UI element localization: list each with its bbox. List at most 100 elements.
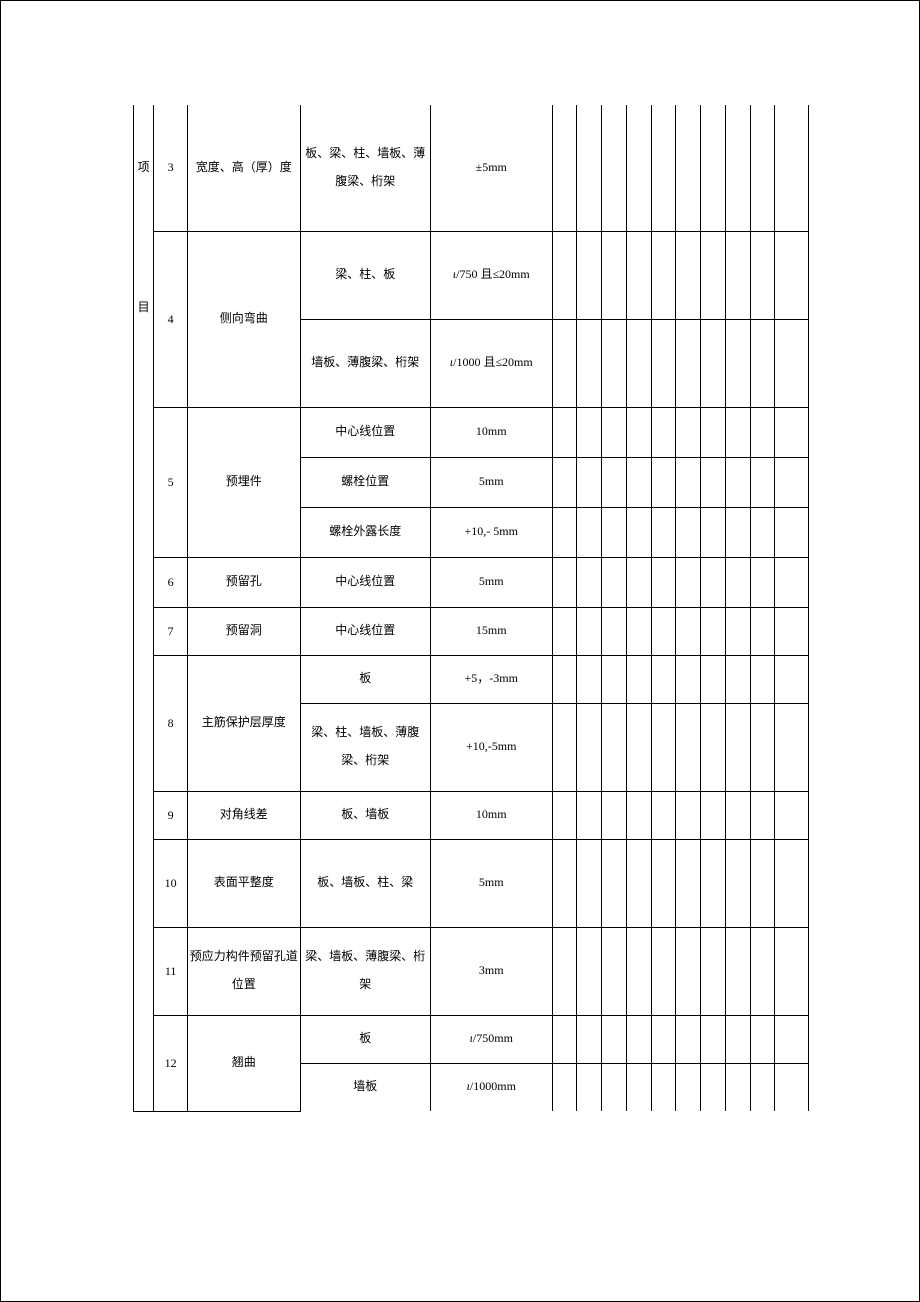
blank-cell [651, 231, 676, 319]
blank-cell [626, 407, 651, 457]
blank-cell [701, 839, 726, 927]
blank-cell [676, 703, 701, 791]
row-sub: 中心线位置 [300, 407, 431, 457]
blank-cell [725, 703, 750, 791]
row-sub: 梁、柱、板 [300, 231, 431, 319]
row-number: 10 [154, 839, 188, 927]
blank-cell [725, 407, 750, 457]
blank-cell [750, 231, 775, 319]
blank-cell [626, 457, 651, 507]
blank-cell [676, 319, 701, 407]
blank-cell [577, 927, 602, 1015]
blank-cell [676, 407, 701, 457]
blank-cell-last [775, 105, 809, 231]
blank-cell [750, 105, 775, 231]
blank-cell [725, 319, 750, 407]
blank-cell [602, 703, 627, 791]
blank-cell-last [775, 507, 809, 557]
blank-cell [725, 607, 750, 655]
blank-cell [676, 1015, 701, 1063]
blank-cell [552, 105, 577, 231]
blank-cell [552, 507, 577, 557]
blank-cell [725, 1015, 750, 1063]
row-spec: +5，-3mm [431, 655, 553, 703]
blank-cell [725, 507, 750, 557]
blank-cell [676, 105, 701, 231]
blank-cell [750, 927, 775, 1015]
row-item: 预埋件 [188, 407, 301, 557]
blank-cell [725, 557, 750, 607]
row-spec: +10,- 5mm [431, 507, 553, 557]
blank-cell [651, 703, 676, 791]
group-label-bottom: 目 [134, 231, 154, 1111]
blank-cell [602, 231, 627, 319]
table-row: 6预留孔中心线位置5mm [134, 557, 809, 607]
blank-cell [577, 407, 602, 457]
blank-cell [750, 607, 775, 655]
blank-cell [626, 507, 651, 557]
row-number: 9 [154, 791, 188, 839]
table-row: 12翘曲板ι/750mm [134, 1015, 809, 1063]
row-spec: 5mm [431, 457, 553, 507]
blank-cell [552, 1015, 577, 1063]
row-item: 侧向弯曲 [188, 231, 301, 407]
blank-cell [701, 927, 726, 1015]
blank-cell [725, 839, 750, 927]
blank-cell-last [775, 655, 809, 703]
blank-cell [750, 655, 775, 703]
blank-cell [651, 607, 676, 655]
row-number: 4 [154, 231, 188, 407]
blank-cell [651, 557, 676, 607]
row-number: 7 [154, 607, 188, 655]
blank-cell-last [775, 607, 809, 655]
blank-cell [577, 507, 602, 557]
blank-cell [701, 231, 726, 319]
blank-cell [676, 557, 701, 607]
blank-cell [651, 791, 676, 839]
row-number: 5 [154, 407, 188, 557]
row-spec: ι/1000 且≤20mm [431, 319, 553, 407]
blank-cell [651, 1063, 676, 1111]
row-sub: 梁、墙板、薄腹梁、桁架 [300, 927, 431, 1015]
row-sub: 梁、柱、墙板、薄腹梁、桁架 [300, 703, 431, 791]
blank-cell [750, 557, 775, 607]
blank-cell [552, 557, 577, 607]
blank-cell [602, 557, 627, 607]
table-row: 11预应力构件预留孔道位置梁、墙板、薄腹梁、桁架3mm [134, 927, 809, 1015]
blank-cell-last [775, 1015, 809, 1063]
blank-cell [676, 231, 701, 319]
row-number: 3 [154, 105, 188, 231]
blank-cell [552, 407, 577, 457]
row-spec: ι/750 且≤20mm [431, 231, 553, 319]
row-item: 主筋保护层厚度 [188, 655, 301, 791]
blank-cell [750, 1063, 775, 1111]
table-row: 9对角线差板、墙板10mm [134, 791, 809, 839]
blank-cell [750, 319, 775, 407]
row-sub: 板 [300, 1015, 431, 1063]
blank-cell [701, 655, 726, 703]
blank-cell [577, 231, 602, 319]
row-spec: 10mm [431, 791, 553, 839]
table-row: 7预留洞中心线位置15mm [134, 607, 809, 655]
blank-cell [676, 655, 701, 703]
blank-cell [750, 507, 775, 557]
blank-cell [676, 839, 701, 927]
blank-cell-last [775, 839, 809, 927]
blank-cell [651, 319, 676, 407]
row-spec: ±5mm [431, 105, 553, 231]
blank-cell [602, 927, 627, 1015]
row-sub: 墙板 [300, 1063, 431, 1111]
blank-cell [577, 457, 602, 507]
blank-cell-last [775, 557, 809, 607]
blank-cell [602, 1015, 627, 1063]
blank-cell [651, 457, 676, 507]
blank-cell [651, 655, 676, 703]
blank-cell [725, 927, 750, 1015]
blank-cell [552, 319, 577, 407]
blank-cell [626, 557, 651, 607]
table-row: 10表面平整度板、墙板、柱、梁5mm [134, 839, 809, 927]
blank-cell [577, 1015, 602, 1063]
table-row: 5预埋件中心线位置10mm [134, 407, 809, 457]
blank-cell [552, 703, 577, 791]
blank-cell [626, 927, 651, 1015]
